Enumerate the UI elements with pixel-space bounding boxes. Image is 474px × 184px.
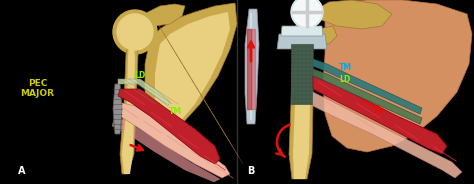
Polygon shape [289, 36, 313, 179]
Circle shape [291, 0, 323, 28]
Polygon shape [113, 84, 122, 134]
Text: MAJOR: MAJOR [20, 89, 54, 98]
Text: LD: LD [134, 72, 146, 81]
Polygon shape [122, 36, 135, 174]
Polygon shape [317, 0, 392, 29]
Text: B: B [247, 166, 255, 176]
Polygon shape [313, 59, 422, 114]
Circle shape [117, 14, 153, 50]
Polygon shape [120, 36, 138, 174]
Text: A: A [18, 166, 26, 176]
Polygon shape [112, 116, 220, 182]
Polygon shape [323, 0, 472, 152]
Text: PEC: PEC [28, 79, 47, 89]
Circle shape [113, 10, 157, 54]
Polygon shape [140, 4, 185, 26]
Polygon shape [118, 79, 170, 106]
Polygon shape [317, 26, 337, 44]
Polygon shape [281, 26, 323, 36]
Polygon shape [277, 34, 327, 49]
Polygon shape [294, 19, 312, 39]
Polygon shape [293, 36, 310, 179]
Polygon shape [145, 3, 237, 139]
Circle shape [293, 0, 321, 26]
Polygon shape [313, 76, 447, 154]
Polygon shape [313, 69, 422, 124]
Text: LD: LD [339, 75, 350, 84]
Text: TM: TM [168, 107, 182, 116]
Polygon shape [313, 92, 462, 178]
Polygon shape [114, 102, 230, 178]
Polygon shape [245, 9, 259, 124]
Polygon shape [118, 89, 220, 164]
Polygon shape [155, 12, 230, 132]
Polygon shape [291, 44, 313, 104]
Text: TM: TM [339, 63, 352, 72]
